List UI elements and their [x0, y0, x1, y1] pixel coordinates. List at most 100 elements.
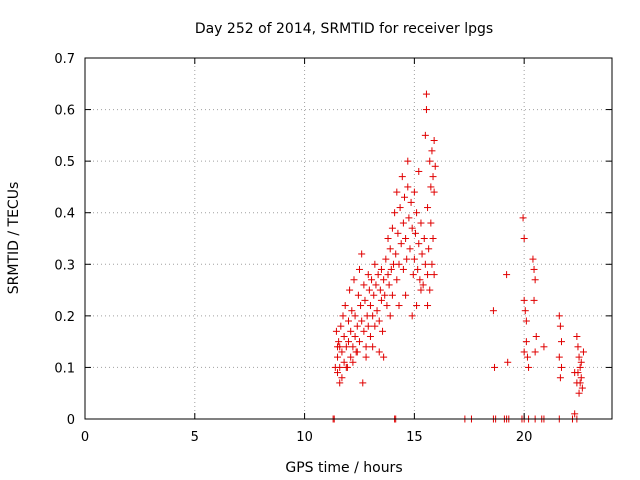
data-point — [379, 327, 387, 335]
y-tick-label: 0.7 — [54, 52, 75, 67]
data-point — [577, 358, 585, 366]
data-point — [359, 379, 367, 387]
data-point — [351, 332, 359, 340]
y-tick-label: 0.5 — [54, 155, 75, 170]
data-point — [402, 291, 410, 299]
data-point — [395, 302, 403, 310]
data-point — [520, 235, 528, 242]
data-point — [339, 312, 347, 320]
y-tick-label: 0.3 — [54, 258, 75, 273]
data-point — [340, 332, 348, 340]
data-point — [555, 312, 563, 320]
data-point — [418, 250, 426, 258]
data-point — [368, 276, 376, 284]
x-tick-labels: 0 5 10 15 20 — [81, 430, 533, 445]
data-point — [373, 307, 381, 315]
data-point — [365, 286, 373, 294]
data-point — [349, 343, 357, 351]
y-tick-label: 0 — [67, 413, 75, 428]
data-point — [350, 276, 358, 284]
data-point — [410, 188, 418, 196]
data-point — [421, 131, 429, 139]
data-point — [380, 353, 388, 361]
data-point — [398, 173, 406, 181]
data-point — [407, 198, 415, 206]
data-point — [360, 327, 368, 335]
data-point — [375, 317, 383, 325]
y-tick-label: 0.4 — [54, 207, 75, 222]
data-point — [404, 183, 412, 191]
data-point — [556, 374, 564, 382]
data-point — [411, 229, 419, 237]
data-point — [361, 296, 369, 304]
data-point — [503, 271, 511, 279]
data-point — [574, 369, 582, 377]
data-point — [416, 276, 424, 284]
data-point — [360, 281, 368, 289]
data-point — [393, 188, 401, 196]
data-point — [573, 332, 581, 340]
data-point — [403, 255, 411, 263]
data-point — [555, 353, 563, 361]
data-point — [369, 312, 377, 320]
data-point — [577, 374, 585, 382]
x-tick-label: 20 — [516, 430, 533, 445]
data-point — [520, 348, 528, 356]
data-point — [417, 286, 425, 294]
data-point — [334, 343, 342, 351]
data-point — [374, 271, 382, 279]
data-point — [345, 338, 352, 346]
data-point — [430, 137, 438, 145]
data-point — [364, 322, 372, 330]
data-point — [355, 338, 363, 346]
y-tick-label: 0.1 — [54, 361, 75, 376]
data-point — [408, 312, 416, 320]
data-point — [358, 250, 366, 258]
data-point — [349, 358, 357, 366]
data-point — [337, 322, 345, 330]
data-point — [366, 332, 374, 340]
data-point — [335, 338, 343, 346]
data-point — [532, 332, 540, 340]
data-point — [334, 353, 342, 361]
data-point — [348, 307, 356, 315]
data-point — [529, 255, 537, 263]
data-point — [413, 302, 421, 310]
data-point — [375, 348, 383, 356]
data-point — [371, 260, 379, 268]
data-point — [420, 235, 428, 242]
data-point — [429, 235, 437, 242]
data-point — [571, 410, 579, 418]
data-point — [422, 106, 430, 114]
data-point — [530, 265, 538, 273]
y-tick-label: 0.2 — [54, 310, 75, 325]
data-point — [425, 245, 433, 253]
data-point — [369, 343, 377, 351]
data-point — [415, 167, 423, 175]
data-point — [395, 260, 403, 268]
data-point — [422, 90, 430, 98]
data-point — [428, 147, 436, 155]
data-point — [415, 240, 423, 248]
data-point — [430, 188, 438, 196]
data-point — [362, 353, 370, 361]
data-point — [540, 343, 548, 351]
data-point — [376, 286, 384, 294]
data-point — [336, 379, 344, 387]
data-points — [329, 90, 587, 423]
data-point — [531, 276, 539, 284]
chart-title: Day 252 of 2014, SRMTID for receiver lpg… — [195, 21, 493, 37]
data-point — [377, 296, 385, 304]
data-point — [413, 209, 421, 217]
data-point — [573, 379, 581, 387]
data-point — [393, 276, 401, 284]
y-axis-title: SRMTID / TECUs — [6, 182, 22, 295]
data-point — [351, 312, 359, 320]
data-point — [396, 204, 404, 212]
data-point — [345, 317, 352, 325]
data-point — [431, 162, 439, 170]
data-point — [575, 353, 583, 361]
x-tick-label: 5 — [191, 430, 199, 445]
data-point — [427, 219, 435, 227]
data-point — [386, 245, 394, 253]
